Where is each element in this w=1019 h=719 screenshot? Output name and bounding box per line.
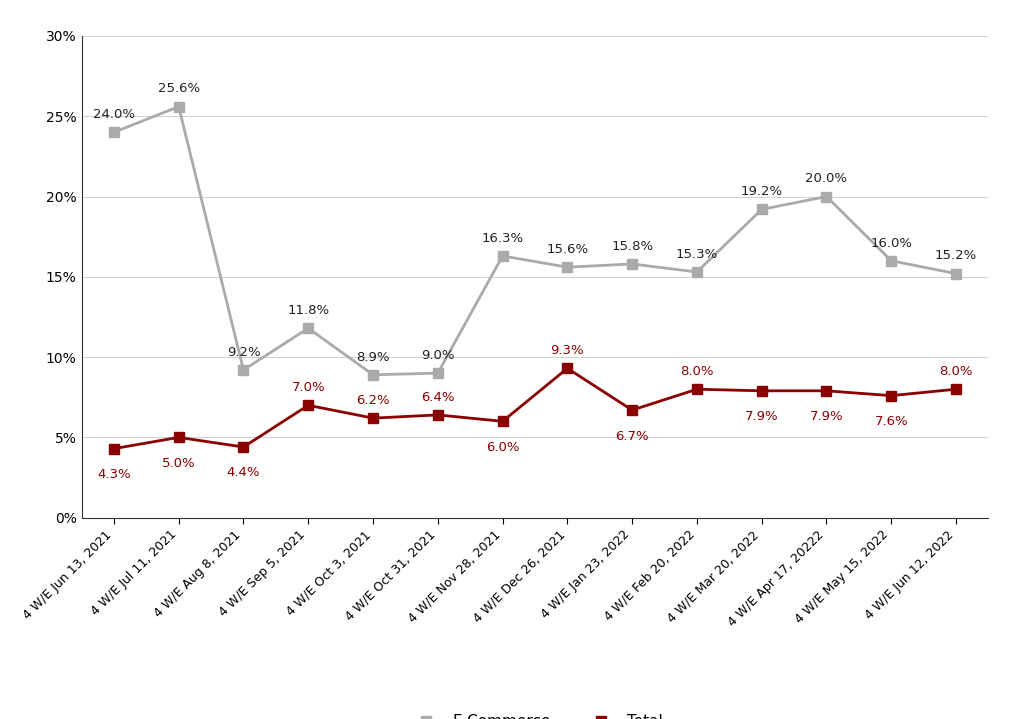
Line: E-Commerce: E-Commerce bbox=[109, 102, 961, 380]
Text: 11.8%: 11.8% bbox=[287, 304, 329, 317]
Legend: E-Commerce, Total: E-Commerce, Total bbox=[400, 708, 669, 719]
E-Commerce bbox=[626, 260, 638, 268]
Text: 9.3%: 9.3% bbox=[550, 344, 584, 357]
E-Commerce bbox=[820, 192, 833, 201]
Text: 15.8%: 15.8% bbox=[611, 240, 653, 253]
E-Commerce bbox=[886, 257, 898, 265]
E-Commerce bbox=[302, 324, 314, 332]
Text: 8.0%: 8.0% bbox=[680, 365, 713, 378]
Text: 16.0%: 16.0% bbox=[870, 237, 912, 249]
Text: 8.0%: 8.0% bbox=[940, 365, 973, 378]
Text: 7.9%: 7.9% bbox=[745, 411, 779, 423]
Text: 7.0%: 7.0% bbox=[291, 381, 325, 394]
Text: 5.0%: 5.0% bbox=[162, 457, 196, 470]
Total bbox=[367, 414, 379, 423]
Text: 8.9%: 8.9% bbox=[357, 351, 390, 364]
Total bbox=[626, 406, 638, 414]
Total bbox=[108, 444, 120, 453]
E-Commerce bbox=[172, 102, 184, 111]
Text: 20.0%: 20.0% bbox=[805, 173, 848, 186]
Total bbox=[237, 443, 250, 452]
Text: 24.0%: 24.0% bbox=[93, 108, 135, 122]
Text: 15.3%: 15.3% bbox=[676, 248, 718, 261]
E-Commerce bbox=[755, 205, 767, 214]
E-Commerce bbox=[432, 369, 444, 377]
Total bbox=[820, 387, 833, 395]
Total bbox=[886, 391, 898, 400]
E-Commerce bbox=[561, 263, 574, 272]
Text: 19.2%: 19.2% bbox=[741, 186, 783, 198]
Total bbox=[302, 401, 314, 410]
Total bbox=[950, 385, 962, 393]
Line: Total: Total bbox=[109, 364, 961, 454]
Text: 6.7%: 6.7% bbox=[615, 429, 649, 442]
Text: 9.2%: 9.2% bbox=[226, 346, 260, 359]
E-Commerce bbox=[367, 370, 379, 379]
Total bbox=[432, 411, 444, 419]
Text: 6.4%: 6.4% bbox=[421, 391, 454, 404]
Text: 7.9%: 7.9% bbox=[810, 411, 844, 423]
Total bbox=[496, 417, 508, 426]
Total bbox=[561, 364, 574, 372]
Total bbox=[755, 387, 767, 395]
Text: 25.6%: 25.6% bbox=[158, 83, 200, 96]
Text: 7.6%: 7.6% bbox=[874, 415, 908, 428]
E-Commerce bbox=[950, 270, 962, 278]
E-Commerce bbox=[496, 252, 508, 260]
Text: 6.0%: 6.0% bbox=[486, 441, 520, 454]
Text: 4.4%: 4.4% bbox=[226, 467, 260, 480]
Text: 9.0%: 9.0% bbox=[421, 349, 454, 362]
E-Commerce bbox=[691, 267, 703, 276]
E-Commerce bbox=[108, 128, 120, 137]
Text: 16.3%: 16.3% bbox=[482, 232, 524, 245]
Text: 15.6%: 15.6% bbox=[546, 243, 588, 256]
E-Commerce bbox=[237, 366, 250, 375]
Text: 15.2%: 15.2% bbox=[934, 249, 977, 262]
Total bbox=[691, 385, 703, 393]
Total bbox=[172, 433, 184, 441]
Text: 4.3%: 4.3% bbox=[97, 468, 130, 481]
Text: 6.2%: 6.2% bbox=[357, 394, 390, 407]
